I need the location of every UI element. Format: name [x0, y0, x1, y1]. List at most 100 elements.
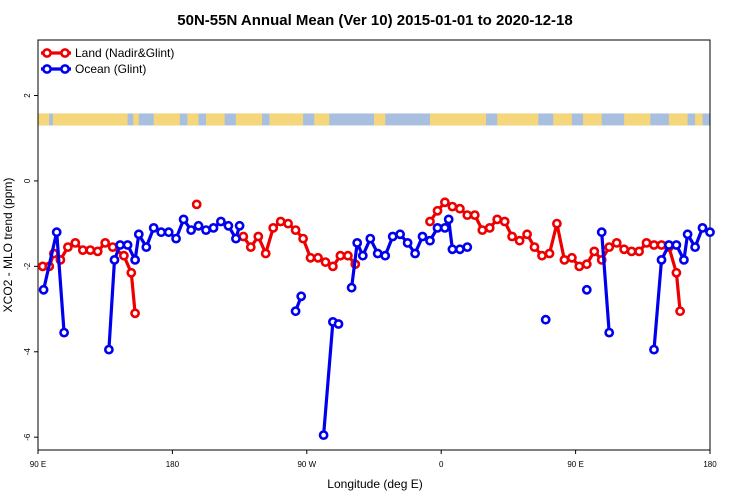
data-point: [697, 222, 708, 233]
data-point: [298, 233, 308, 244]
data-point: [234, 220, 245, 231]
strip-land-segment: [314, 113, 330, 126]
data-point: [215, 216, 226, 227]
data-point: [507, 231, 517, 242]
data-point: [611, 237, 622, 248]
data-point: [596, 227, 607, 238]
data-point: [253, 231, 264, 242]
data-point: [574, 261, 585, 272]
y-tick-label: -6: [23, 433, 32, 441]
data-point: [679, 254, 689, 265]
data-point: [193, 220, 204, 231]
data-point: [649, 344, 659, 355]
data-point: [447, 201, 458, 212]
strip-land-segment: [235, 113, 262, 126]
series-line: [241, 219, 357, 268]
data-point: [126, 267, 137, 278]
data-point: [109, 254, 120, 265]
data-point: [130, 308, 140, 319]
strip-land-segment: [133, 113, 139, 126]
data-point: [357, 250, 368, 261]
x-tick-label: 180: [166, 460, 180, 469]
data-point: [589, 246, 600, 257]
data-point: [85, 245, 96, 255]
data-point: [59, 327, 69, 338]
data-point: [268, 222, 279, 233]
y-tick-label: -2: [23, 262, 32, 270]
data-point: [313, 252, 323, 263]
x-tick-label: 180: [703, 460, 717, 469]
data-point: [522, 229, 532, 240]
data-point: [372, 248, 383, 259]
data-point: [682, 229, 693, 240]
data-point: [245, 242, 256, 252]
strip-land-segment: [583, 113, 602, 126]
data-point: [318, 430, 329, 440]
x-tick-label: 0: [439, 460, 444, 469]
data-point: [604, 242, 615, 252]
legend-swatch-marker: [60, 64, 70, 74]
data-point: [432, 205, 443, 216]
data-point: [178, 214, 189, 225]
data-point: [163, 227, 174, 238]
data-point: [191, 199, 202, 210]
data-point: [156, 227, 167, 238]
strip-land-segment: [553, 113, 572, 126]
series-layer: [37, 197, 715, 440]
y-axis-label: XCO2 - MLO trend (ppm): [1, 178, 15, 313]
data-point: [671, 267, 682, 278]
strip-land-segment: [668, 113, 688, 126]
data-point: [230, 233, 241, 244]
data-point: [439, 222, 450, 233]
legend: Land (Nadir&Glint) Ocean (Glint): [41, 46, 174, 76]
data-point: [664, 240, 674, 250]
data-point: [469, 210, 480, 220]
data-point: [567, 252, 577, 263]
data-point: [619, 244, 629, 255]
data-point: [133, 229, 144, 240]
data-point: [604, 327, 615, 338]
strip-land-segment: [374, 113, 386, 126]
strip-land-segment: [206, 113, 225, 126]
land-ocean-strip: [38, 113, 710, 126]
data-point: [342, 250, 353, 261]
data-point: [70, 237, 81, 248]
y-tick-label: 0: [23, 178, 32, 183]
series-ocean: [38, 214, 715, 440]
data-point: [559, 254, 570, 265]
data-point: [649, 240, 659, 250]
data-point: [462, 242, 473, 252]
series-line: [42, 230, 66, 333]
strip-land-segment: [269, 113, 304, 126]
data-point: [333, 319, 344, 329]
data-point: [290, 306, 301, 317]
strip-land-segment: [695, 113, 703, 126]
data-point: [283, 218, 293, 229]
data-point: [443, 214, 454, 225]
x-tick-label: 90 W: [297, 460, 316, 469]
data-point: [634, 246, 644, 257]
data-point: [395, 229, 405, 240]
data-point: [100, 237, 111, 248]
data-point: [148, 222, 159, 233]
chart-title: 50N-55N Annual Mean (Ver 10) 2015-01-01 …: [177, 12, 572, 29]
data-point: [462, 210, 473, 220]
legend-swatch-marker: [42, 64, 52, 74]
data-point: [51, 227, 62, 238]
data-point: [529, 242, 540, 252]
strip-land-segment: [624, 113, 651, 126]
data-point: [537, 250, 547, 261]
data-point: [122, 240, 133, 250]
data-point: [208, 222, 219, 233]
data-point: [104, 344, 114, 355]
y-tick-label: -4: [23, 348, 32, 356]
data-point: [296, 291, 307, 302]
data-point: [365, 233, 376, 244]
strip-land-segment: [187, 113, 199, 126]
strip-land-segment: [430, 113, 486, 126]
data-point: [186, 225, 196, 235]
data-point: [675, 306, 685, 317]
x-tick-label: 90 E: [30, 460, 46, 469]
data-point: [641, 237, 652, 248]
data-point: [115, 240, 125, 250]
